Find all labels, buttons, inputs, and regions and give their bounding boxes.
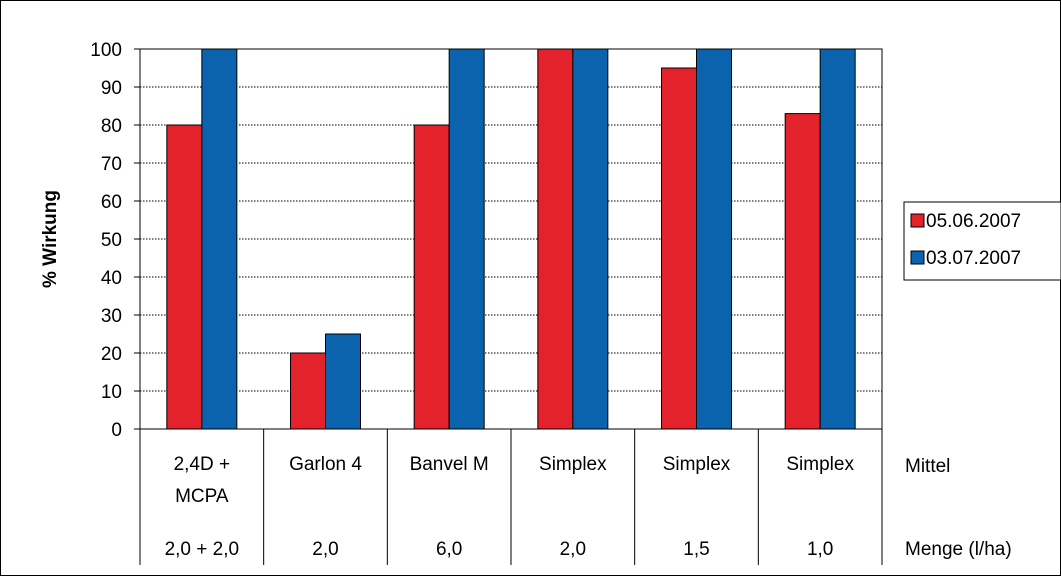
legend-label: 03.07.2007 <box>926 248 1021 269</box>
bar <box>572 48 609 430</box>
bar <box>201 48 238 430</box>
amount-label: 2,0 + 2,0 <box>165 539 239 560</box>
bars <box>166 48 856 430</box>
y-tick-label: 90 <box>101 78 122 99</box>
legend-box <box>903 201 1061 281</box>
bar <box>696 48 732 430</box>
bar <box>537 48 574 430</box>
row-label-mittel: Mittel <box>905 456 950 477</box>
legend-label: 05.06.2007 <box>926 211 1021 232</box>
y-tick-label: 40 <box>101 268 122 289</box>
bar <box>448 48 485 430</box>
y-tick-label: 30 <box>101 306 122 327</box>
y-tick-label: 0 <box>111 420 122 441</box>
row-label-menge: Menge (l/ha) <box>905 539 1012 560</box>
bar <box>413 124 450 430</box>
y-axis-label: % Wirkung <box>40 190 61 288</box>
category-label: Simplex <box>663 454 731 475</box>
bar <box>661 67 697 430</box>
category-label: Simplex <box>539 454 607 475</box>
category-label: Banvel M <box>410 454 489 475</box>
y-tick-label: 60 <box>101 192 122 213</box>
amount-label: 2,0 <box>560 539 586 560</box>
legend-swatch <box>910 213 925 228</box>
amount-label: 1,0 <box>807 539 833 560</box>
gridlines <box>140 48 882 392</box>
category-label: Simplex <box>786 454 854 475</box>
y-tick-label: 70 <box>101 154 122 175</box>
bar <box>290 352 326 430</box>
bar <box>325 333 361 430</box>
bar <box>819 48 856 430</box>
category-table: 2,4D + MCPA 2,0 + 2,0 Garlon 4 2,0 Banvel M 6,… <box>139 429 1012 565</box>
legend: 05.06.2007 03.07.2007 <box>903 201 1061 281</box>
y-tick-label: 20 <box>101 344 122 365</box>
amount-label: 6,0 <box>436 539 462 560</box>
y-tick-label: 10 <box>101 382 122 403</box>
y-tick-label: 50 <box>101 230 122 251</box>
category-label: 2,4D + <box>174 454 231 475</box>
bar <box>784 113 821 430</box>
y-tick-label: 80 <box>101 116 122 137</box>
legend-swatch <box>910 250 925 265</box>
amount-label: 2,0 <box>312 539 338 560</box>
bar <box>166 124 203 430</box>
category-label: Garlon 4 <box>289 454 362 475</box>
y-tick-label: 100 <box>90 40 122 61</box>
amount-label: 1,5 <box>683 539 709 560</box>
category-label: MCPA <box>175 486 229 507</box>
